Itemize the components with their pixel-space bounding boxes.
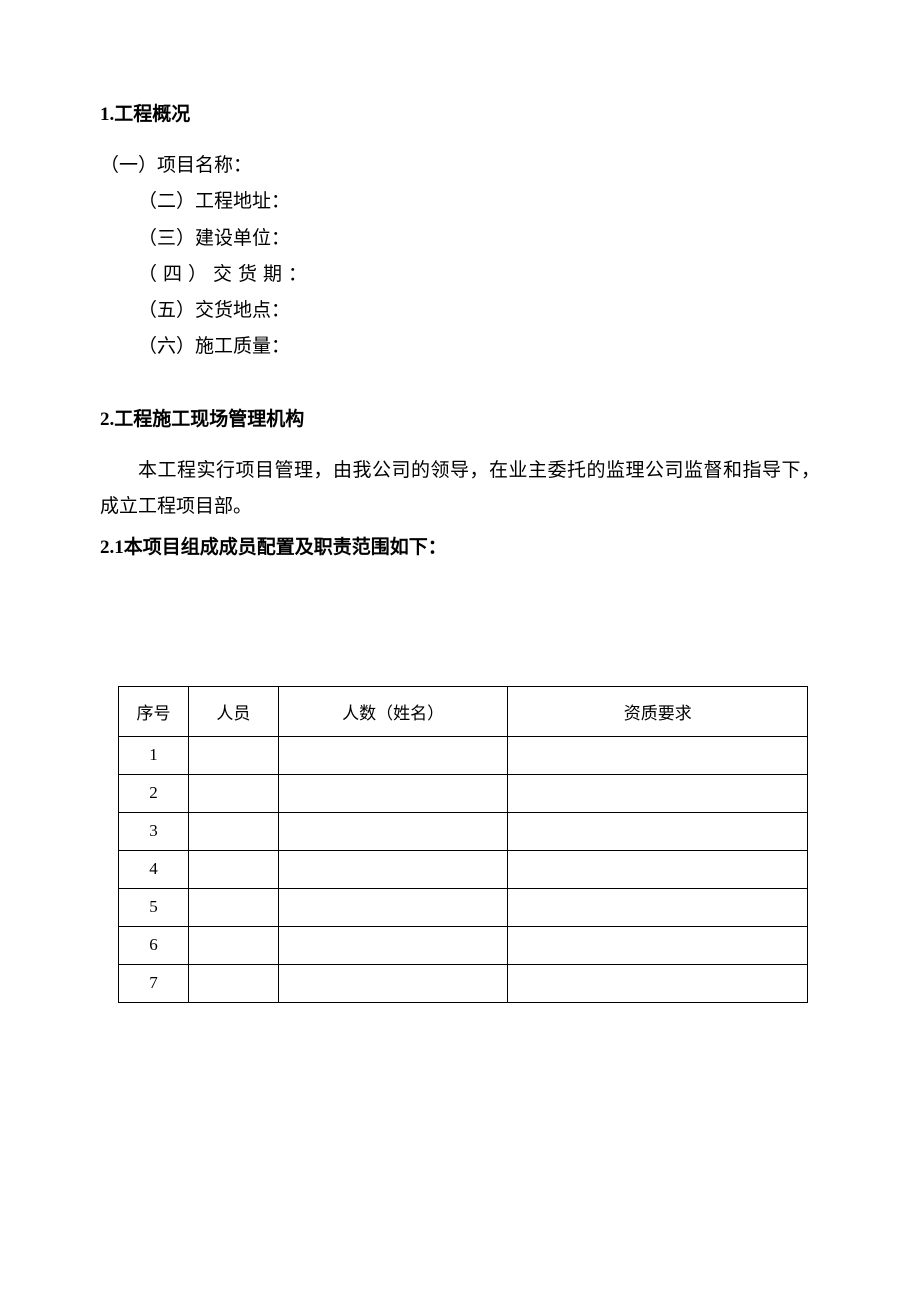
cell-count	[278, 774, 508, 812]
cell-index: 3	[119, 812, 189, 850]
cell-index: 7	[119, 964, 189, 1002]
cell-qualification	[508, 926, 808, 964]
cell-personnel	[188, 850, 278, 888]
delivery-period-line: （四）交货期：	[138, 257, 820, 293]
cell-qualification	[508, 964, 808, 1002]
table-row: 4	[119, 850, 808, 888]
section-2-heading: 2.工程施工现场管理机构	[100, 405, 820, 435]
table-row: 5	[119, 888, 808, 926]
table-header-row: 序号 人员 人数（姓名） 资质要求	[119, 686, 808, 736]
col-header-count-name: 人数（姓名）	[278, 686, 508, 736]
col-header-personnel: 人员	[188, 686, 278, 736]
cell-index: 5	[119, 888, 189, 926]
delivery-location-line: （五）交货地点：	[138, 293, 820, 329]
cell-count	[278, 850, 508, 888]
col-header-qualification: 资质要求	[508, 686, 808, 736]
cell-count	[278, 926, 508, 964]
section-1-heading: 1.工程概况	[100, 100, 820, 130]
cell-count	[278, 736, 508, 774]
cell-personnel	[188, 888, 278, 926]
cell-personnel	[188, 964, 278, 1002]
cell-qualification	[508, 812, 808, 850]
cell-qualification	[508, 850, 808, 888]
cell-index: 1	[119, 736, 189, 774]
construction-unit-line: （三）建设单位：	[138, 221, 820, 257]
personnel-table: 序号 人员 人数（姓名） 资质要求 1 2 3 4	[118, 686, 808, 1003]
cell-qualification	[508, 736, 808, 774]
cell-personnel	[188, 736, 278, 774]
col-header-index: 序号	[119, 686, 189, 736]
cell-index: 6	[119, 926, 189, 964]
table-row: 3	[119, 812, 808, 850]
project-name-line: （一）项目名称：	[100, 148, 820, 184]
cell-count	[278, 812, 508, 850]
cell-count	[278, 888, 508, 926]
section-2-1-heading: 2.1本项目组成成员配置及职责范围如下：	[100, 530, 820, 566]
table-row: 7	[119, 964, 808, 1002]
table-row: 2	[119, 774, 808, 812]
cell-personnel	[188, 774, 278, 812]
cell-qualification	[508, 888, 808, 926]
section-2-paragraph: 本工程实行项目管理，由我公司的领导，在业主委托的监理公司监督和指导下，成立工程项…	[100, 453, 820, 525]
cell-count	[278, 964, 508, 1002]
construction-quality-line: （六）施工质量：	[138, 329, 820, 365]
project-address-line: （二）工程地址：	[138, 184, 820, 220]
cell-qualification	[508, 774, 808, 812]
cell-personnel	[188, 926, 278, 964]
cell-personnel	[188, 812, 278, 850]
cell-index: 2	[119, 774, 189, 812]
table-row: 6	[119, 926, 808, 964]
cell-index: 4	[119, 850, 189, 888]
table-row: 1	[119, 736, 808, 774]
